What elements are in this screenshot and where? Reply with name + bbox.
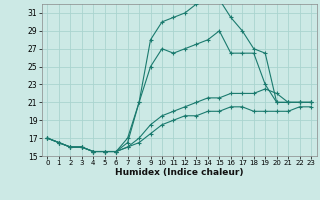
- X-axis label: Humidex (Indice chaleur): Humidex (Indice chaleur): [115, 168, 244, 177]
